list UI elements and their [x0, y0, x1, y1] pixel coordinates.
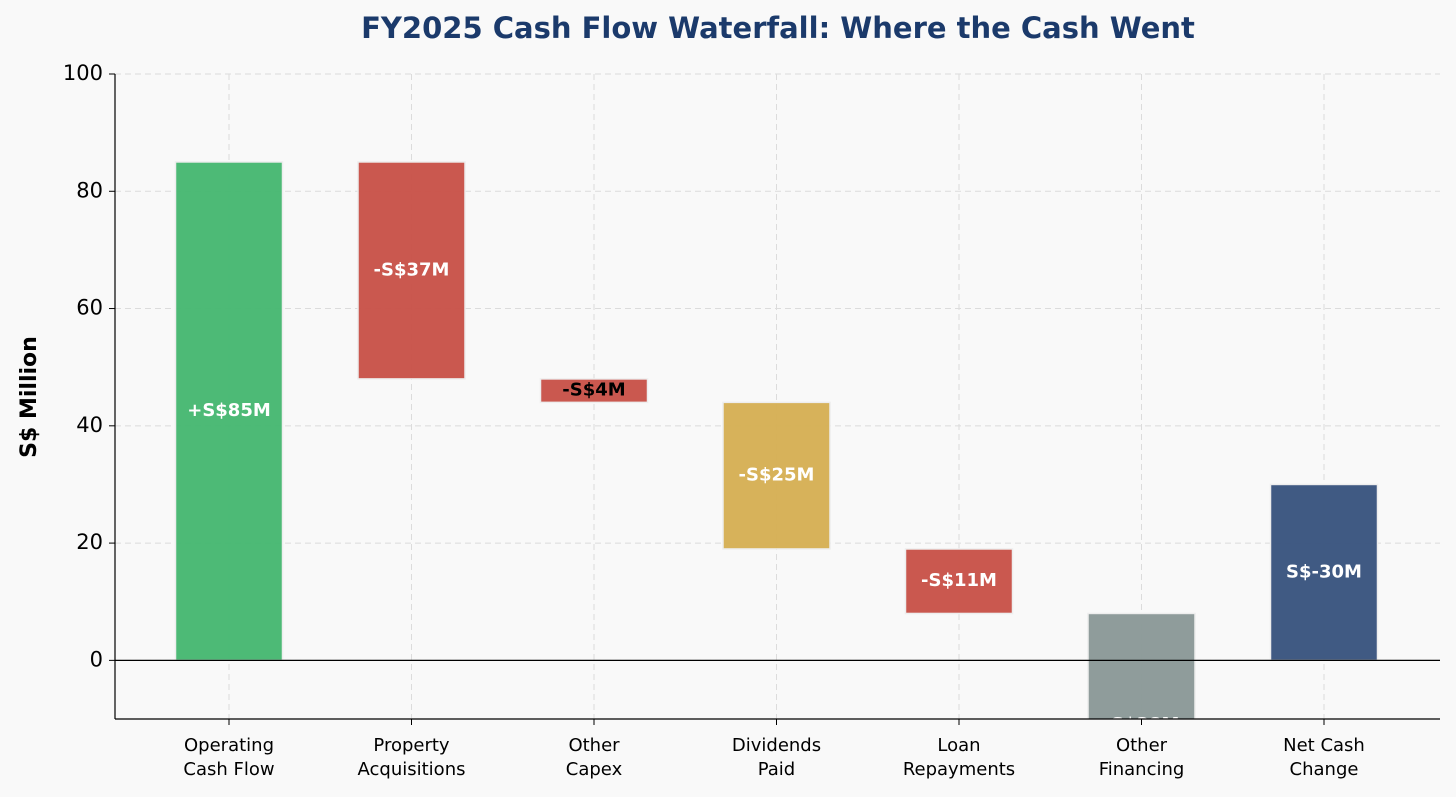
- bar: [904, 548, 1014, 615]
- y-tick-label: 0: [90, 647, 103, 671]
- x-tick-label: Other Financing: [1099, 735, 1185, 780]
- value-label: -S$37M: [374, 259, 450, 280]
- y-tick-label: 60: [76, 296, 103, 320]
- y-axis-label: S$ Million: [17, 336, 42, 458]
- y-tick-label: 80: [76, 178, 103, 202]
- y-tick-label: 100: [63, 61, 103, 85]
- x-tick-label: Dividends Paid: [732, 735, 821, 780]
- value-label: S$-30M: [1286, 561, 1362, 582]
- bar: [1087, 612, 1196, 719]
- bar: [174, 161, 284, 662]
- value-label: -S$25M: [739, 465, 815, 486]
- x-tick-label: Property Acquisitions: [358, 735, 466, 780]
- x-tick-label: Net Cash Change: [1283, 735, 1365, 780]
- x-tick-label: Operating Cash Flow: [183, 735, 274, 780]
- bar: [357, 161, 466, 380]
- value-label: +S$85M: [187, 400, 271, 421]
- x-tick-label: Loan Repayments: [903, 735, 1015, 780]
- value-label: -S$11M: [921, 570, 997, 591]
- chart-title: FY2025 Cash Flow Waterfall: Where the Ca…: [361, 11, 1195, 45]
- bar: [539, 378, 649, 404]
- y-tick-label: 40: [76, 413, 103, 437]
- y-tick-label: 20: [76, 530, 103, 554]
- bar: [722, 401, 831, 550]
- bar: [1269, 483, 1379, 662]
- value-label: -S$38M: [1104, 714, 1180, 735]
- x-tick-label: Other Capex: [566, 735, 623, 780]
- value-label: -S$4M: [562, 380, 625, 401]
